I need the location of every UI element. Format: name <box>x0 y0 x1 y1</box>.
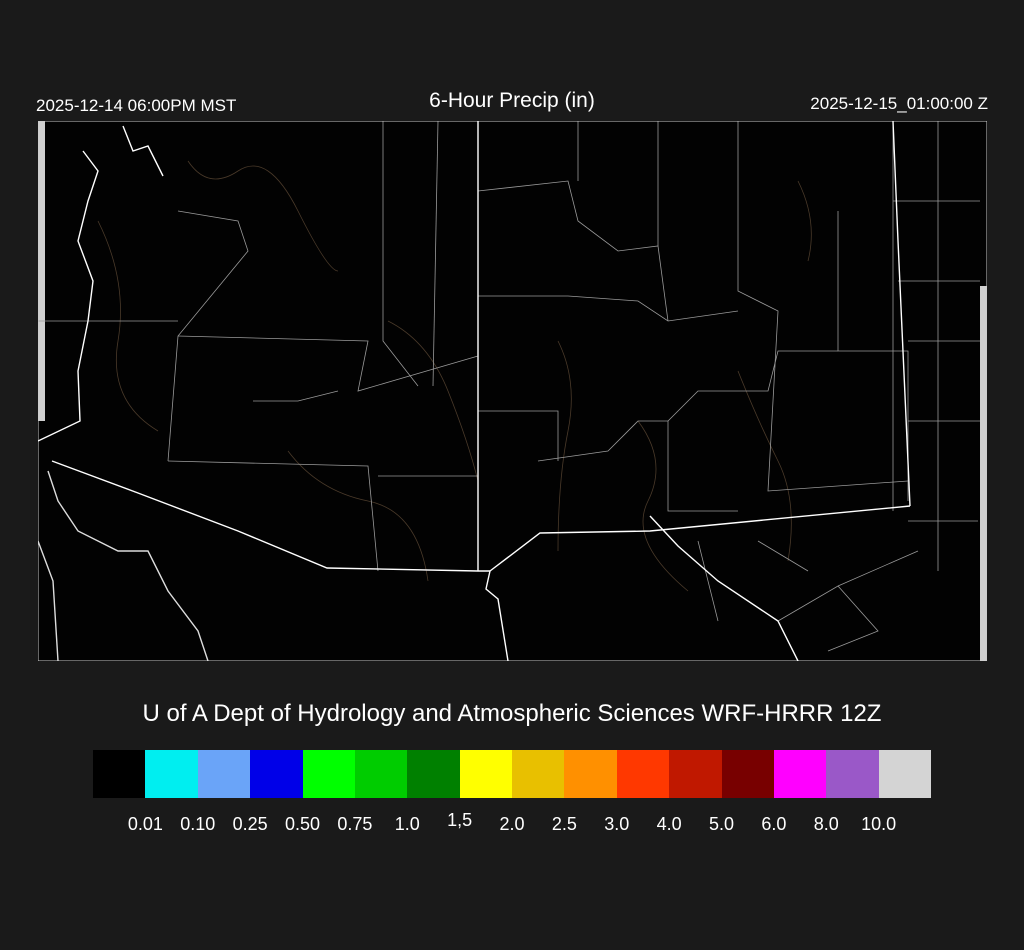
colorbar-label: 2.0 <box>499 814 525 834</box>
colorado-river <box>37 150 99 442</box>
colorbar-swatch <box>616 750 670 798</box>
colorbar <box>93 750 931 798</box>
colorbar-swatch <box>459 750 512 798</box>
rio-grande <box>649 515 799 662</box>
colorbar-swatch <box>250 750 303 798</box>
colorbar-swatch <box>773 750 827 798</box>
colorbar-label: 1.0 <box>394 814 420 834</box>
colorbar-swatch <box>93 750 146 798</box>
map-title: 6-Hour Precip (in) <box>429 89 595 112</box>
colorbar-label: 10.0 <box>861 814 897 834</box>
colorbar-swatch <box>512 750 565 798</box>
terrain-contours <box>97 160 812 592</box>
colorbar-swatch <box>145 750 198 798</box>
colorbar-swatch <box>407 750 460 798</box>
colorbar-label: 4.0 <box>656 814 682 834</box>
lake-mead <box>122 125 164 177</box>
colorbar-swatch <box>564 750 617 798</box>
colorbar-label: 0.25 <box>232 814 268 834</box>
us-mexico-border-west <box>51 460 509 662</box>
baja-coast <box>47 470 209 662</box>
colorbar-label: 0.10 <box>180 814 216 834</box>
colorbar-label: 2.5 <box>551 814 577 834</box>
colorbar-swatch <box>354 750 408 798</box>
colorbar-label: 8.0 <box>813 814 839 834</box>
colorbar-swatch <box>878 750 931 798</box>
precip-map <box>37 120 988 662</box>
edge-strip-right <box>980 286 987 661</box>
colorbar-swatch <box>669 750 722 798</box>
credit-line: U of A Dept of Hydrology and Atmospheric… <box>142 700 882 727</box>
colorbar-swatch <box>197 750 251 798</box>
colorbar-label: 3.0 <box>604 814 630 834</box>
state-borders <box>37 120 988 662</box>
county-lines <box>38 120 980 652</box>
colorbar-label: 0.75 <box>337 814 373 834</box>
map-borders <box>37 120 988 662</box>
local-time-label: 2025-12-14 06:00PM MST <box>36 96 237 115</box>
colorbar-label: 0.50 <box>284 814 321 834</box>
nm-tx-border <box>892 120 911 507</box>
colorbar-swatch <box>721 750 774 798</box>
edge-strip-left <box>38 121 45 421</box>
valid-time-label: 2025-12-15_01:00:00 Z <box>810 94 988 113</box>
us-mexico-border-nm <box>489 505 911 572</box>
colorbar-swatch <box>826 750 879 798</box>
colorbar-label: 6.0 <box>761 814 787 834</box>
colorbar-label: 0.01 <box>127 814 163 834</box>
colorbar-label: 5.0 <box>708 814 735 834</box>
colorbar-label: 1,5 <box>447 810 473 830</box>
colorbar-swatch <box>302 750 355 798</box>
